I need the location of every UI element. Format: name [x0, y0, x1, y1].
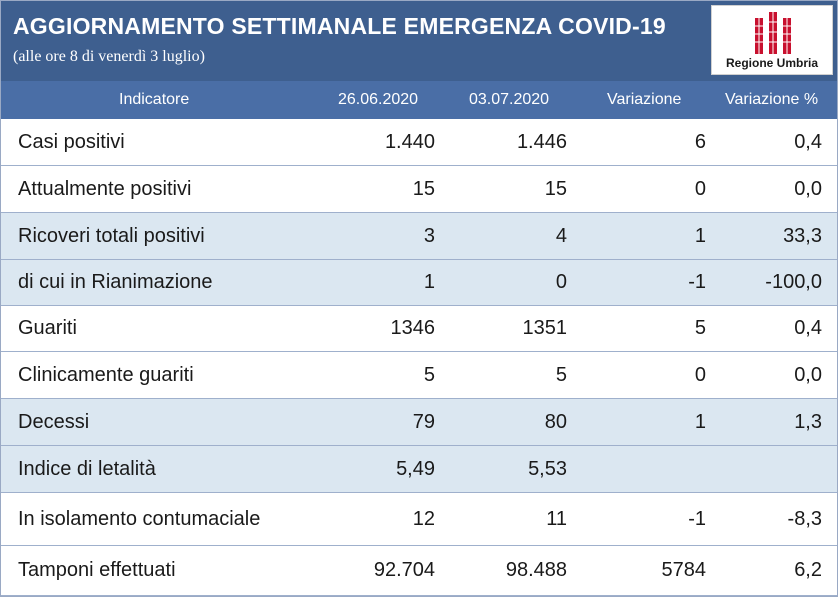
- value-variazione-percent: 0,4: [794, 317, 822, 339]
- header-variazione: Variazione: [607, 91, 682, 108]
- title-banner: AGGIORNAMENTO SETTIMANALE EMERGENZA COVI…: [1, 1, 837, 81]
- table-row: Indice di letalità 5,49 5,53: [1, 446, 837, 493]
- value-date-2: 98.488: [505, 559, 567, 581]
- value-variazione: 5: [694, 317, 706, 339]
- indicator-name: Attualmente positivi: [18, 178, 192, 200]
- value-date-2: 4: [555, 225, 567, 247]
- value-date-1: 5,49: [396, 458, 435, 480]
- value-variazione-percent: -8,3: [787, 508, 822, 530]
- value-variazione-percent: 0,0: [794, 178, 822, 200]
- indicator-name: Guariti: [18, 317, 77, 339]
- value-date-1: 12: [412, 508, 435, 530]
- value-date-1: 79: [412, 411, 435, 433]
- regione-umbria-logo-icon: [755, 12, 791, 54]
- table-row: di cui in Rianimazione 1 0 -1 -100,0: [1, 260, 837, 306]
- value-variazione-percent: -100,0: [765, 271, 822, 293]
- indicator-name: Clinicamente guariti: [18, 364, 194, 386]
- table-row: Guariti 1346 1351 5 0,4: [1, 306, 837, 352]
- table-header: Indicatore 26.06.2020 03.07.2020 Variazi…: [1, 81, 837, 119]
- indicator-name: Ricoveri totali positivi: [18, 225, 205, 247]
- indicator-name: Tamponi effettuati: [18, 559, 176, 581]
- value-variazione-percent: 33,3: [783, 225, 822, 247]
- table-row: Clinicamente guariti 5 5 0 0,0: [1, 352, 837, 399]
- header-date-1: 26.06.2020: [338, 91, 419, 108]
- value-date-2: 5,53: [528, 458, 567, 480]
- indicator-name: Indice di letalità: [18, 458, 156, 480]
- logo-text: Regione Umbria: [725, 56, 818, 70]
- value-variazione: -1: [688, 508, 706, 530]
- value-variazione: 0: [694, 178, 706, 200]
- value-variazione-percent: 0,4: [794, 131, 822, 153]
- indicator-name: Casi positivi: [18, 131, 125, 153]
- value-date-1: 15: [412, 178, 435, 200]
- indicator-name: In isolamento contumaciale: [18, 508, 261, 530]
- indicator-name: di cui in Rianimazione: [18, 271, 213, 293]
- value-date-1: 1: [423, 271, 435, 293]
- value-date-2: 11: [546, 508, 567, 530]
- page-subtitle: (alle ore 8 di venerdì 3 luglio): [13, 48, 205, 65]
- value-variazione-percent: 6,2: [794, 559, 822, 581]
- value-variazione-percent: 1,3: [794, 411, 822, 433]
- value-date-2: 15: [544, 178, 567, 200]
- value-variazione: -1: [688, 271, 706, 293]
- value-date-2: 80: [544, 411, 567, 433]
- value-date-1: 5: [423, 364, 435, 386]
- value-variazione: 6: [694, 131, 706, 153]
- value-date-1: 1346: [390, 317, 436, 339]
- regione-umbria-logo: Regione Umbria: [711, 5, 833, 75]
- table-row: Tamponi effettuati 92.704 98.488 5784 6,2: [1, 546, 837, 596]
- value-variazione: 1: [694, 411, 706, 433]
- value-variazione: 5784: [661, 559, 707, 581]
- header-indicatore: Indicatore: [119, 91, 190, 108]
- value-date-2: 0: [555, 271, 567, 293]
- value-date-1: 92.704: [373, 559, 435, 581]
- table-row: Attualmente positivi 15 15 0 0,0: [1, 166, 837, 213]
- value-variazione-percent: 0,0: [794, 364, 822, 386]
- value-date-1: 3: [423, 225, 435, 247]
- header-date-2: 03.07.2020: [469, 91, 550, 108]
- value-date-2: 5: [555, 364, 567, 386]
- table-row: Decessi 79 80 1 1,3: [1, 399, 837, 446]
- table-row: Ricoveri totali positivi 3 4 1 33,3: [1, 213, 837, 260]
- value-date-1: 1.440: [384, 131, 435, 153]
- header-variazione-percent: Variazione %: [725, 91, 819, 108]
- value-variazione: 1: [694, 225, 706, 247]
- value-date-2: 1.446: [516, 131, 567, 153]
- table-row: In isolamento contumaciale 12 11 -1 -8,3: [1, 493, 837, 546]
- indicator-name: Decessi: [18, 411, 90, 433]
- value-date-2: 1351: [522, 317, 568, 339]
- table-row: Casi positivi 1.440 1.446 6 0,4: [1, 119, 837, 166]
- value-variazione: 0: [694, 364, 706, 386]
- page-title: AGGIORNAMENTO SETTIMANALE EMERGENZA COVI…: [13, 13, 666, 39]
